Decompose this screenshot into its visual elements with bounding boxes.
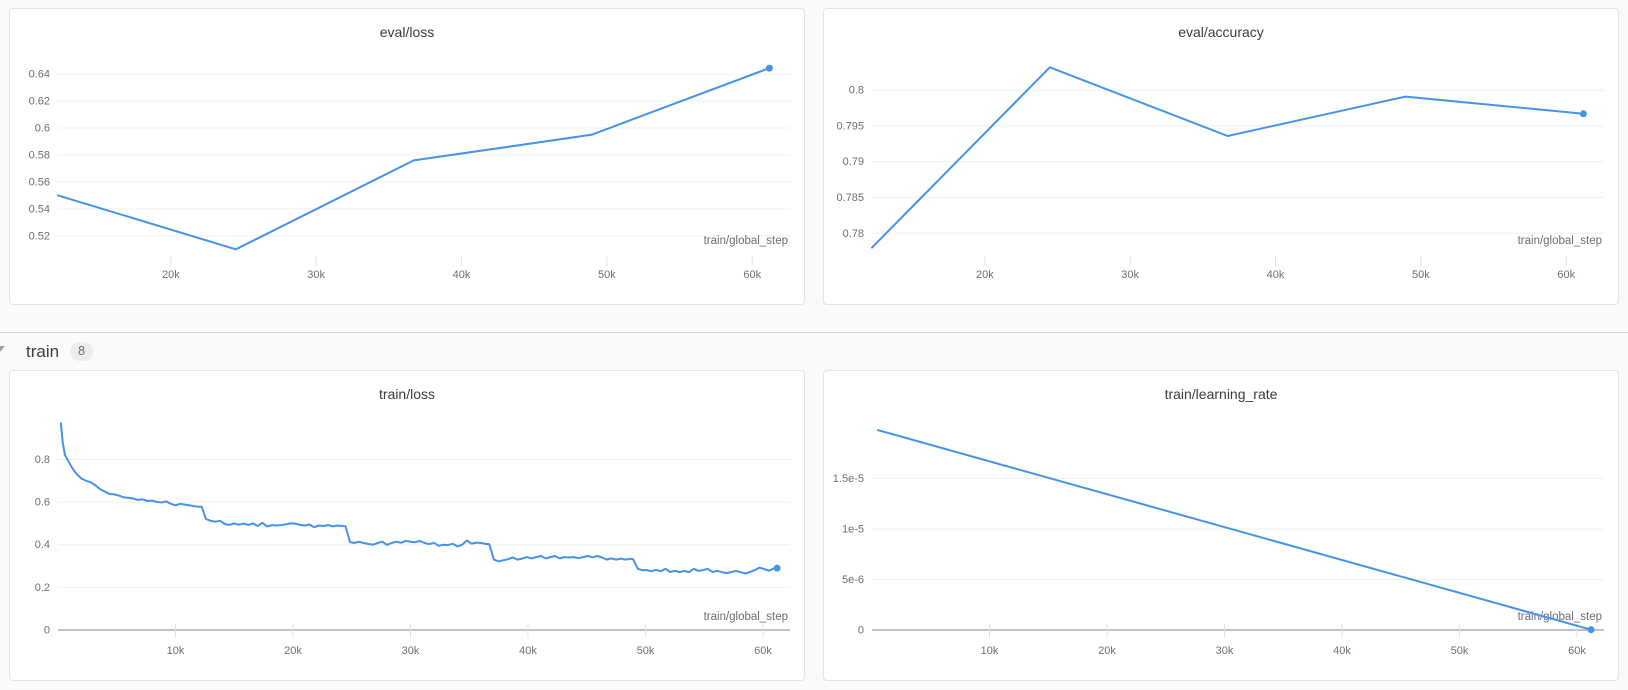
svg-text:30k: 30k: [402, 645, 420, 657]
svg-text:0.78: 0.78: [843, 228, 864, 240]
chart-title-eval-accuracy: eval/accuracy: [1178, 24, 1264, 40]
svg-text:40k: 40k: [519, 645, 537, 657]
svg-text:40k: 40k: [453, 269, 471, 281]
chart-canvas-eval-loss[interactable]: 0.52 0.54 0.56 0.58 0.6 0.62 0.64 20k 30k 40k 50k 6…: [10, 44, 804, 292]
svg-text:50k: 50k: [1412, 269, 1430, 281]
svg-text:0.2: 0.2: [35, 582, 50, 594]
svg-text:0.6: 0.6: [35, 497, 50, 509]
train-charts-row: train/loss 0 0.2 0.4 0.6 0.8 10k 20k 30k 40k 50k 6…: [9, 370, 1619, 681]
svg-text:20k: 20k: [976, 269, 994, 281]
chart-canvas-train-learning-rate[interactable]: 0 5e-6 1e-5 1.5e-5 10k 20k 30k 40k 50k 60k train/g…: [824, 406, 1618, 668]
svg-text:60k: 60k: [1557, 269, 1575, 281]
chart-panel-train-learning-rate[interactable]: train/learning_rate 0 5e-6 1e-5 1.5e-5 10k 20…: [823, 370, 1619, 681]
svg-text:train/global_step: train/global_step: [1518, 235, 1602, 247]
svg-text:20k: 20k: [284, 645, 302, 657]
svg-text:0.4: 0.4: [35, 539, 50, 551]
svg-text:20k: 20k: [162, 269, 180, 281]
svg-text:60k: 60k: [743, 269, 761, 281]
section-divider: [0, 332, 1628, 333]
svg-text:10k: 10k: [167, 645, 185, 657]
svg-text:50k: 50k: [598, 269, 616, 281]
svg-text:0.8: 0.8: [849, 85, 864, 97]
section-header-train[interactable]: train 8: [0, 333, 1628, 368]
chart-panel-eval-loss[interactable]: eval/loss 0.52 0.54 0.56 0.58 0.6 0.62 0.64 20k…: [9, 8, 805, 305]
svg-text:40k: 40k: [1333, 645, 1351, 657]
svg-text:10k: 10k: [981, 645, 999, 657]
section-count-badge: 8: [70, 342, 94, 361]
svg-text:0.6: 0.6: [35, 123, 50, 135]
svg-text:0.54: 0.54: [29, 203, 50, 215]
collapse-caret-icon[interactable]: [0, 346, 5, 353]
svg-text:40k: 40k: [1267, 269, 1285, 281]
svg-text:0.785: 0.785: [836, 192, 864, 204]
chart-title-train-loss: train/loss: [378, 386, 436, 402]
svg-text:0.56: 0.56: [29, 176, 50, 188]
svg-text:train/global_step: train/global_step: [704, 235, 788, 247]
svg-text:0.795: 0.795: [836, 120, 864, 132]
svg-text:30k: 30k: [307, 269, 325, 281]
svg-text:0: 0: [44, 625, 50, 637]
svg-text:1.5e-5: 1.5e-5: [833, 473, 864, 485]
svg-text:0.8: 0.8: [35, 454, 50, 466]
eval-charts-row: eval/loss 0.52 0.54 0.56 0.58 0.6 0.62 0.64 20k…: [9, 0, 1619, 305]
svg-text:30k: 30k: [1216, 645, 1234, 657]
svg-text:30k: 30k: [1121, 269, 1139, 281]
chart-title-train-learning-rate: train/learning_rate: [1164, 386, 1278, 402]
svg-text:0.62: 0.62: [29, 96, 50, 108]
chart-canvas-eval-accuracy[interactable]: 0.78 0.785 0.79 0.795 0.8 20k 30k 40k 50k 60k trai…: [824, 44, 1618, 292]
svg-text:50k: 50k: [637, 645, 655, 657]
svg-text:0: 0: [858, 625, 864, 637]
chart-panel-train-loss[interactable]: train/loss 0 0.2 0.4 0.6 0.8 10k 20k 30k 40k 50k 6…: [9, 370, 805, 681]
svg-text:0.79: 0.79: [843, 156, 864, 168]
svg-text:train/global_step: train/global_step: [704, 611, 788, 623]
svg-text:0.64: 0.64: [29, 69, 50, 81]
svg-text:0.58: 0.58: [29, 149, 50, 161]
svg-text:60k: 60k: [1568, 645, 1586, 657]
svg-text:1e-5: 1e-5: [842, 524, 864, 536]
chart-panel-eval-accuracy[interactable]: eval/accuracy 0.78 0.785 0.79 0.795 0.8 20k 30…: [823, 8, 1619, 305]
svg-text:60k: 60k: [754, 645, 772, 657]
svg-text:5e-6: 5e-6: [842, 574, 864, 586]
chart-title-eval-loss: eval/loss: [379, 24, 435, 40]
section-title[interactable]: train: [26, 341, 60, 361]
chart-canvas-train-loss[interactable]: 0 0.2 0.4 0.6 0.8 10k 20k 30k 40k 50k 60k train/glo…: [10, 406, 804, 668]
svg-text:20k: 20k: [1098, 645, 1116, 657]
svg-text:50k: 50k: [1451, 645, 1469, 657]
svg-text:0.52: 0.52: [29, 230, 50, 242]
